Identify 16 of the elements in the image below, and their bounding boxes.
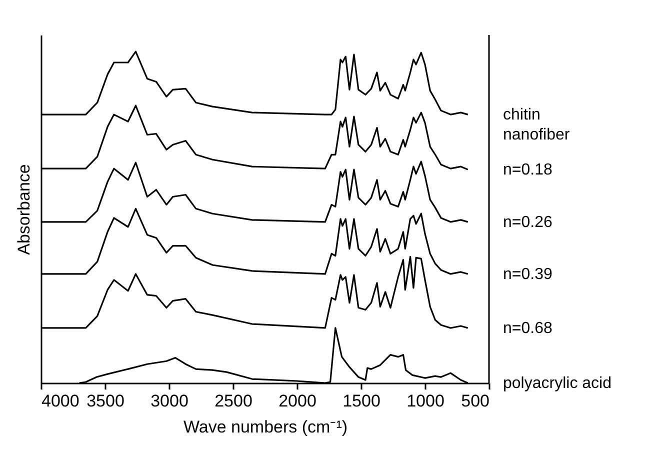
y-axis-title: Absorbance bbox=[14, 164, 34, 255]
text: n=0.26 bbox=[503, 214, 552, 231]
text: n=0.18 bbox=[503, 162, 552, 179]
text: chitin nanofiber bbox=[503, 106, 570, 144]
x-tick-label: 1500 bbox=[342, 392, 380, 410]
x-tick-label: 4000 bbox=[42, 392, 80, 410]
x-tick-label: 3000 bbox=[150, 392, 188, 410]
x-tick-label: 2000 bbox=[278, 392, 316, 410]
x-tick-label: 3500 bbox=[86, 392, 124, 410]
text: polyacrylic acid bbox=[503, 375, 612, 392]
x-tick-label: 500 bbox=[461, 392, 490, 410]
x-axis-title: Wave numbers (cm⁻¹) bbox=[183, 418, 348, 436]
x-tick-label: 2500 bbox=[214, 392, 252, 410]
x-tick-label: 1000 bbox=[406, 392, 444, 410]
text: n=0.68 bbox=[503, 320, 552, 337]
text: n=0.39 bbox=[503, 266, 552, 283]
